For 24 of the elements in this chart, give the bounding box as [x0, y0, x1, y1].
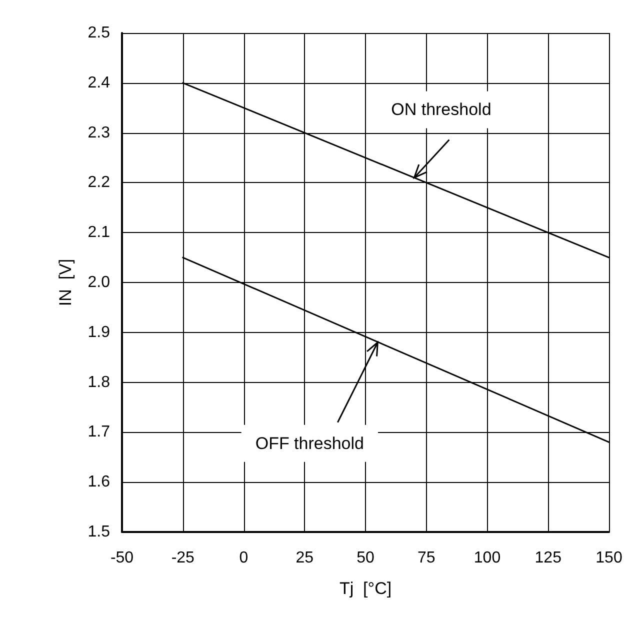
- y-axis-title: IN [V]: [56, 258, 75, 306]
- x-tick-label: -25: [171, 550, 195, 566]
- x-tick-label: 75: [417, 550, 436, 566]
- y-tick-label: 1.8: [88, 374, 110, 391]
- y-tick-label: 1.9: [88, 324, 110, 341]
- x-tick-label: 125: [534, 550, 562, 566]
- x-axis-title: Tj [°C]: [339, 579, 392, 598]
- x-tick-label: 50: [356, 550, 374, 566]
- y-tick-label: 1.6: [88, 474, 110, 491]
- y-tick-label: 1.7: [88, 424, 110, 441]
- annotation: ON threshold: [391, 100, 492, 120]
- x-tick-label: -50: [110, 550, 134, 566]
- x-tick-label: 25: [296, 550, 314, 566]
- y-tick-label: 2.4: [88, 74, 110, 92]
- y-tick-label: 2.3: [88, 124, 110, 142]
- y-tick-label: 2.1: [88, 224, 110, 242]
- annotation: OFF threshold: [255, 434, 364, 453]
- x-tick-label: 100: [474, 550, 501, 566]
- y-tick-label: 2.2: [88, 174, 110, 192]
- y-tick-label: 2.5: [88, 24, 110, 42]
- x-tick-label: 150: [596, 550, 622, 566]
- y-tick-label: 2.0: [88, 274, 110, 291]
- x-tick-label: 0: [239, 550, 248, 566]
- y-tick-label: 1.5: [88, 524, 110, 540]
